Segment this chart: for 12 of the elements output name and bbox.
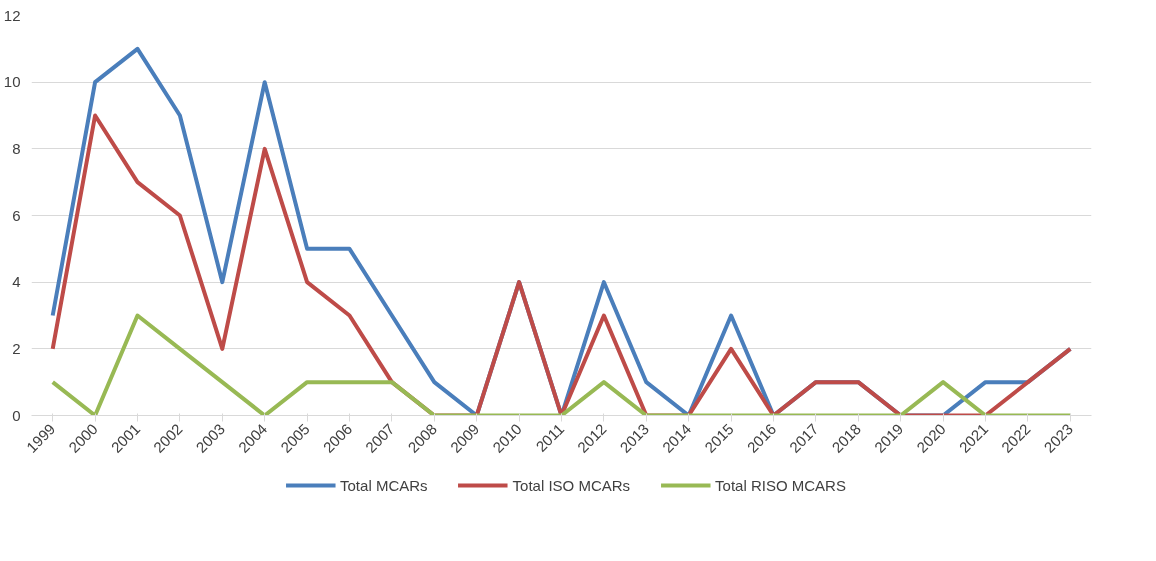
y-tick-label: 10 <box>3 73 21 91</box>
y-tick-label: 6 <box>12 206 21 224</box>
line-series <box>50 313 1073 416</box>
y-tick-label: 2 <box>12 339 21 357</box>
legend-label: Total ISO MCARs <box>512 476 631 494</box>
y-tick-label: 0 <box>12 406 21 424</box>
legend-label: Total MCARs <box>340 476 428 494</box>
y-tick-label: 4 <box>12 273 21 291</box>
y-tick-label: 12 <box>3 6 21 24</box>
line-series <box>50 113 1073 416</box>
y-tick-label: 8 <box>12 139 21 157</box>
legend-label: Total RISO MCARS <box>715 476 846 494</box>
